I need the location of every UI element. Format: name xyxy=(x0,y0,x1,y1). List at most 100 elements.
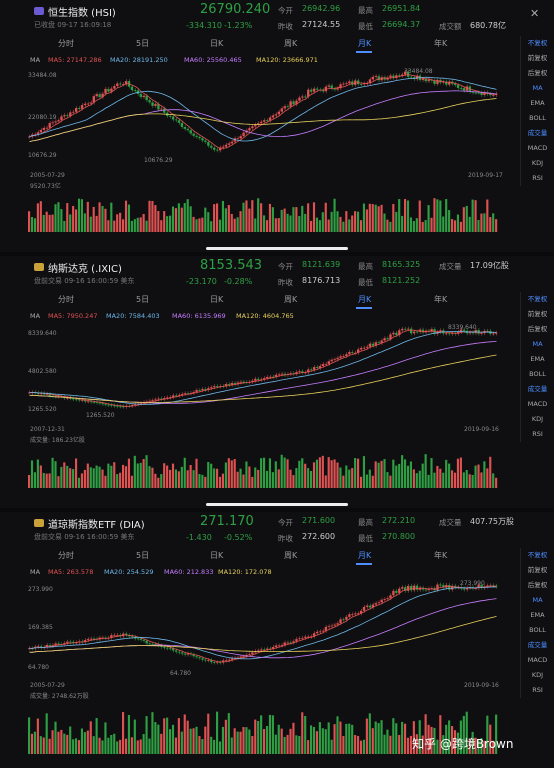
candle xyxy=(177,651,181,653)
side-item-0[interactable]: 不复权 xyxy=(527,39,548,47)
tab-1[interactable]: 5日 xyxy=(136,39,150,48)
candle xyxy=(186,128,189,131)
volume-bar xyxy=(66,734,69,754)
side-item-9[interactable]: RSI xyxy=(532,174,543,182)
candle xyxy=(415,585,419,590)
tab-2[interactable]: 日K xyxy=(210,39,224,48)
tab-0[interactable]: 分时 xyxy=(58,295,74,304)
volume-bar xyxy=(98,737,101,754)
tab-4[interactable]: 月K xyxy=(358,39,372,48)
side-item-8[interactable]: KDJ xyxy=(531,415,544,423)
tab-4[interactable]: 月K xyxy=(358,551,372,560)
volume-bar xyxy=(286,213,289,232)
side-item-2[interactable]: 后复权 xyxy=(527,325,548,333)
drag-handle[interactable] xyxy=(206,247,348,250)
volume-bar xyxy=(257,198,260,232)
volume-bar xyxy=(48,738,51,754)
volume-bar xyxy=(292,722,295,754)
side-item-1[interactable]: 前复权 xyxy=(527,566,548,574)
volume-bar xyxy=(145,455,148,488)
side-item-5[interactable]: BOLL xyxy=(529,626,546,634)
volume-bar xyxy=(312,462,316,488)
candle xyxy=(201,658,204,660)
tab-4[interactable]: 月K xyxy=(358,295,372,304)
side-item-8[interactable]: KDJ xyxy=(531,159,544,167)
side-item-8[interactable]: KDJ xyxy=(531,671,544,679)
side-item-7[interactable]: MACD xyxy=(527,400,548,408)
watermark: 知乎 @跨境Brown xyxy=(412,737,514,751)
volume-bar xyxy=(192,470,195,488)
candle xyxy=(69,397,72,399)
high-label: 最高 xyxy=(358,518,373,527)
candle xyxy=(357,613,360,615)
candle xyxy=(213,662,216,663)
candle xyxy=(28,648,31,650)
tab-3[interactable]: 周K xyxy=(284,551,298,560)
side-item-3[interactable]: MA xyxy=(532,84,543,92)
tab-5[interactable]: 年K xyxy=(434,39,448,48)
close-icon[interactable]: ✕ xyxy=(530,7,540,20)
drag-handle[interactable] xyxy=(206,503,348,506)
candle xyxy=(315,631,319,634)
volume-bar xyxy=(36,718,39,754)
ma-line-5 xyxy=(29,585,497,663)
volume-bar xyxy=(86,730,89,754)
candle xyxy=(239,656,242,658)
side-item-7[interactable]: MACD xyxy=(527,144,548,152)
volume-bar xyxy=(104,208,107,232)
volume-bar xyxy=(330,460,333,488)
side-item-9[interactable]: RSI xyxy=(532,430,543,438)
candlestick-chart[interactable] xyxy=(0,326,505,416)
volume-bar xyxy=(483,461,486,488)
volume-bar xyxy=(330,211,333,232)
volume-bar xyxy=(130,475,133,488)
candlestick-chart[interactable] xyxy=(0,70,505,160)
tab-5[interactable]: 年K xyxy=(434,295,448,304)
side-item-5[interactable]: BOLL xyxy=(529,114,546,122)
side-item-4[interactable]: EMA xyxy=(530,99,545,107)
side-item-4[interactable]: EMA xyxy=(530,611,545,619)
candle xyxy=(365,346,369,348)
tab-3[interactable]: 周K xyxy=(284,295,298,304)
side-item-1[interactable]: 前复权 xyxy=(527,310,548,318)
volume-bar xyxy=(133,719,136,754)
tab-5[interactable]: 年K xyxy=(434,551,448,560)
tab-3[interactable]: 周K xyxy=(284,39,298,48)
tab-0[interactable]: 分时 xyxy=(58,39,74,48)
volume-bar xyxy=(216,203,219,232)
side-item-1[interactable]: 前复权 xyxy=(527,54,548,62)
ixic-panel: 纳斯达克 (.IXIC) 盘前交易 09-16 16:00:59 美东 8153… xyxy=(0,256,554,508)
candle xyxy=(195,135,198,137)
candle xyxy=(204,659,207,661)
tab-2[interactable]: 日K xyxy=(210,295,224,304)
candle xyxy=(298,371,301,373)
side-item-3[interactable]: MA xyxy=(532,340,543,348)
side-item-6[interactable]: 成交量 xyxy=(527,385,548,393)
side-item-5[interactable]: BOLL xyxy=(529,370,546,378)
candle xyxy=(242,381,245,383)
tab-1[interactable]: 5日 xyxy=(136,551,150,560)
candle xyxy=(445,333,448,335)
volume-axis-label: 9520.73亿 xyxy=(30,183,61,190)
side-item-4[interactable]: EMA xyxy=(530,355,545,363)
side-item-0[interactable]: 不复权 xyxy=(527,295,548,303)
candlestick-chart[interactable] xyxy=(0,582,505,672)
side-item-9[interactable]: RSI xyxy=(532,686,543,694)
tab-1[interactable]: 5日 xyxy=(136,295,150,304)
volume-bar xyxy=(245,461,248,488)
candle xyxy=(271,647,275,649)
candle xyxy=(89,638,93,640)
candle xyxy=(213,386,216,388)
side-item-6[interactable]: 成交量 xyxy=(527,129,548,137)
volume-bar xyxy=(468,216,471,232)
candle xyxy=(321,364,325,366)
tab-0[interactable]: 分时 xyxy=(58,551,74,560)
side-item-6[interactable]: 成交量 xyxy=(527,641,548,649)
side-item-3[interactable]: MA xyxy=(532,596,543,604)
side-item-7[interactable]: MACD xyxy=(527,656,548,664)
side-item-2[interactable]: 后复权 xyxy=(527,69,548,77)
side-item-2[interactable]: 后复权 xyxy=(527,581,548,589)
volume-bar xyxy=(127,458,131,488)
tab-2[interactable]: 日K xyxy=(210,551,224,560)
side-item-0[interactable]: 不复权 xyxy=(527,551,548,559)
